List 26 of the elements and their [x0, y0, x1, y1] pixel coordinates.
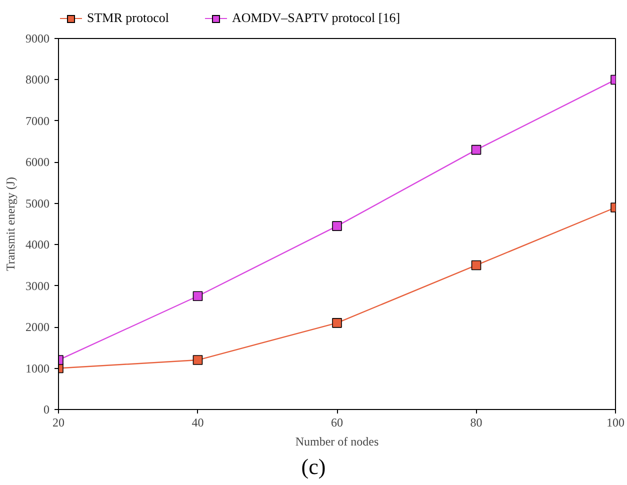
point: [471, 260, 482, 270]
text: (c): [301, 453, 326, 481]
y-tick-label: 6000: [26, 155, 50, 170]
point: [192, 291, 203, 302]
x-tick-label: 60: [331, 416, 343, 430]
legend-label: STMR protocol: [87, 9, 169, 28]
x-tick-label: 100: [606, 416, 624, 430]
y-tick-label: 0: [44, 402, 50, 416]
x-tick-label: 80: [470, 416, 482, 430]
y-tick-label: 2000: [26, 320, 50, 334]
y-tick-label: 3000: [26, 278, 50, 293]
y-axis-title: Transmit energy (J): [4, 177, 18, 271]
point: [192, 355, 203, 365]
y-tick-label: 8000: [26, 72, 50, 87]
point: [471, 144, 482, 155]
x-tick-label: 20: [52, 416, 64, 430]
y-tick-label: 9000: [26, 32, 50, 46]
legend-label: AOMDV–SAPTV protocol [16]: [232, 9, 400, 28]
y-tick-label: 5000: [26, 196, 50, 210]
x-axis-title: Number of nodes: [295, 434, 379, 448]
y-tick-label: 4000: [26, 238, 50, 252]
point: [332, 221, 342, 231]
point: [332, 318, 342, 328]
y-tick-label: 7000: [26, 114, 50, 128]
x-tick-label: 40: [192, 416, 204, 430]
y-tick-label: 1000: [26, 361, 50, 376]
